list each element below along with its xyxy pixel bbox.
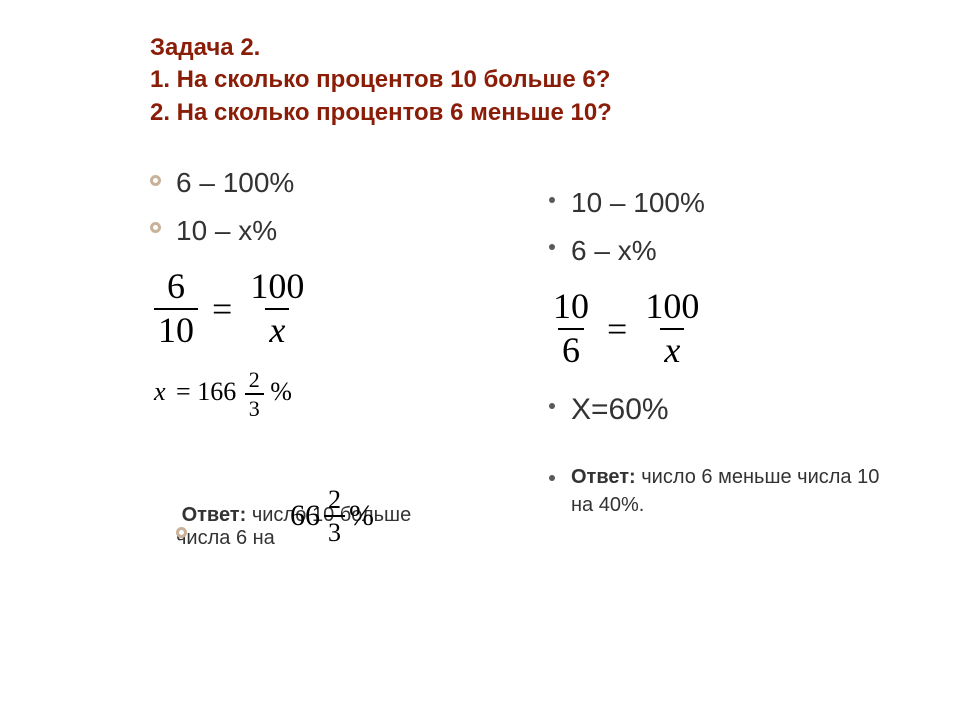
left-column: 6 – 100% 10 – х% 6 10 = 100 x x = 166 (150, 159, 505, 570)
frac-num: 6 (163, 268, 189, 308)
right-answer: Ответ: число 6 меньше числа 10 на 40%. (545, 463, 900, 519)
slide-title: Задача 2. 1. На сколько процентов 10 бол… (150, 32, 900, 129)
frac-6-10: 6 10 (154, 268, 198, 350)
frac-100-x: 100 x (246, 268, 308, 350)
frac-2-3: 2 3 (245, 368, 264, 420)
right-item-2: 6 – х% (545, 227, 900, 275)
equals-sign: = (176, 377, 191, 406)
frac-den: 3 (245, 393, 264, 420)
frac-num: 100 (246, 268, 308, 308)
answer-text-2: числа 6 на (176, 527, 275, 549)
right-equation: 10 6 = 100 x (549, 288, 900, 370)
left-result: x = 166 2 3 % (154, 368, 505, 420)
title-line-1: Задача 2. (150, 32, 900, 64)
right-answer-list: Ответ: число 6 меньше числа 10 на 40%. (545, 463, 900, 519)
frac-2-3-overlay: 2 3 (324, 486, 345, 547)
answer-label: Ответ: (182, 504, 247, 526)
left-list: 6 – 100% 10 – х% (150, 159, 505, 254)
frac-den: 10 (154, 308, 198, 350)
right-result-list: Х=60% (545, 384, 900, 435)
frac-num: 2 (245, 368, 264, 393)
frac-den: 3 (324, 515, 345, 546)
percent-sign: % (270, 377, 292, 406)
slide: Задача 2. 1. На сколько процентов 10 бол… (0, 0, 960, 720)
frac-den: x (265, 308, 289, 350)
frac-den: x (660, 328, 684, 370)
answer-label: Ответ: (571, 466, 636, 488)
x-var: x (154, 377, 170, 406)
overlay-whole: 66 (290, 499, 320, 533)
title-line-3: 2. На сколько процентов 6 меньше 10? (150, 97, 900, 129)
left-answer-overlap: Ответ: число 10 больше числа 6 на 66 2 3… (150, 480, 505, 570)
frac-den: 6 (558, 328, 584, 370)
left-answer-fraction-overlay: 66 2 3 % (290, 486, 374, 547)
frac-10-6: 10 6 (549, 288, 593, 370)
content-columns: 6 – 100% 10 – х% 6 10 = 100 x x = 166 (150, 159, 900, 570)
right-list: 10 – 100% 6 – х% (545, 179, 900, 274)
right-result: Х=60% (545, 384, 900, 435)
right-column: 10 – 100% 6 – х% 10 6 = 100 x Х=60% (545, 159, 900, 570)
result-whole: 166 (197, 377, 236, 406)
left-equation: 6 10 = 100 x (154, 268, 505, 350)
frac-num: 2 (324, 486, 345, 515)
title-line-2: 1. На сколько процентов 10 больше 6? (150, 64, 900, 96)
left-item-2: 10 – х% (150, 207, 505, 255)
right-item-1: 10 – 100% (545, 179, 900, 227)
equals-sign: = (208, 288, 236, 330)
frac-num: 100 (641, 288, 703, 328)
equals-sign: = (603, 308, 631, 350)
frac-100-x-right: 100 x (641, 288, 703, 370)
left-item-1: 6 – 100% (150, 159, 505, 207)
frac-num: 10 (549, 288, 593, 328)
percent-sign: % (349, 499, 374, 533)
